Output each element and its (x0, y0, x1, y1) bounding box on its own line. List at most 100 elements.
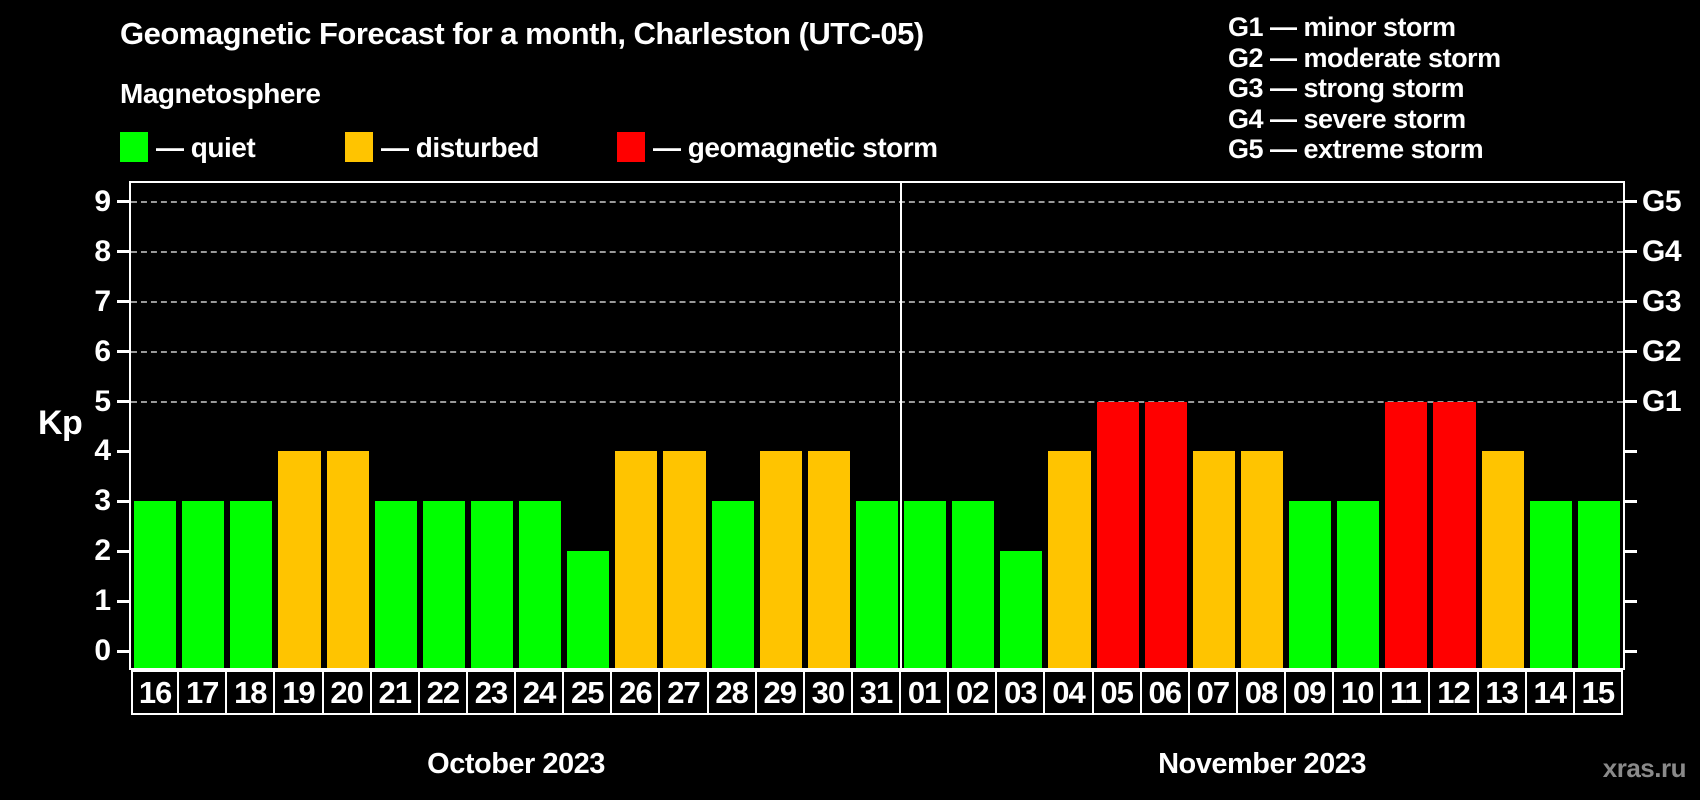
y-tick-label: 9 (94, 184, 111, 218)
kp-bar-day-20 (326, 451, 369, 668)
kp-bar-day-24 (519, 501, 562, 668)
y-tick-label: 6 (94, 334, 111, 368)
y-tick-label: 3 (94, 484, 111, 518)
day-label-31: 31 (850, 670, 902, 715)
y-tick (117, 300, 131, 304)
y-tick-label: 5 (94, 384, 111, 418)
kp-bar-day-30 (807, 451, 850, 668)
g-tick (1623, 499, 1637, 503)
day-label-28: 28 (706, 670, 757, 715)
y-tick-label: 4 (94, 434, 111, 468)
g-tick (1623, 400, 1637, 403)
kp-bar-day-10 (1337, 501, 1380, 668)
disturbed-swatch-icon (345, 132, 373, 162)
kp-bar-day-15 (1577, 501, 1620, 668)
g-legend-line: G5 — extreme storm (1228, 134, 1484, 164)
day-label-12: 12 (1428, 670, 1479, 715)
day-label-16: 16 (131, 670, 180, 715)
day-label-21: 21 (369, 670, 420, 715)
day-label-06: 06 (1139, 670, 1190, 715)
g-legend-line: G2 — moderate storm (1228, 42, 1501, 73)
kp-bar-day-23 (470, 501, 514, 668)
day-label-27: 27 (658, 670, 709, 715)
day-label-17: 17 (177, 670, 228, 715)
y-tick (117, 350, 131, 354)
kp-bar-day-29 (759, 451, 802, 668)
day-label-05: 05 (1091, 670, 1142, 715)
g-tick (1623, 350, 1637, 354)
g-tick (1623, 649, 1637, 653)
legend-label: — geomagnetic storm (653, 132, 938, 163)
watermark: xras.ru (1602, 753, 1687, 783)
day-label-30: 30 (802, 670, 853, 715)
day-label-20: 20 (321, 670, 372, 715)
g-tick (1623, 250, 1637, 254)
kp-bar-day-05 (1096, 401, 1139, 668)
grid-line-kp5 (131, 400, 1623, 403)
g-axis-label-G2: G2 (1642, 334, 1682, 368)
g-tick (1623, 200, 1637, 204)
kp-bar-day-09 (1289, 501, 1332, 668)
g-tick (1623, 549, 1637, 553)
y-tick (117, 250, 131, 254)
g-axis-label-G4: G4 (1642, 234, 1682, 268)
kp-bar-day-11 (1385, 401, 1428, 668)
kp-bar-day-22 (422, 501, 465, 668)
y-tick (117, 649, 131, 653)
kp-bar-day-18 (230, 501, 273, 668)
day-label-10: 10 (1332, 670, 1383, 715)
month-label: October 2023 (427, 748, 605, 780)
kp-bar-day-28 (711, 501, 754, 668)
month-label: November 2023 (1158, 748, 1366, 780)
day-label-02: 02 (947, 670, 998, 715)
kp-bar-day-19 (278, 451, 321, 668)
kp-bar-day-21 (374, 501, 417, 668)
day-label-13: 13 (1476, 670, 1527, 715)
plot-area (129, 181, 1625, 670)
day-label-09: 09 (1284, 670, 1335, 715)
day-label-24: 24 (514, 670, 565, 715)
legend-label: — quiet (156, 132, 256, 163)
kp-bar-day-16 (134, 501, 177, 668)
legend-label: — disturbed (381, 132, 539, 163)
g-scale-legend: G1 — minor storm G2 — moderate storm G3 … (1228, 12, 1501, 165)
day-label-04: 04 (1043, 670, 1094, 715)
g-legend-line: G3 — strong storm (1228, 73, 1465, 103)
day-label-01: 01 (899, 670, 950, 715)
storm-swatch-icon (617, 132, 645, 162)
day-label-14: 14 (1524, 670, 1575, 715)
day-label-29: 29 (754, 670, 805, 715)
day-label-15: 15 (1572, 670, 1623, 715)
y-tick (117, 449, 131, 453)
kp-bar-day-17 (182, 501, 225, 668)
y-tick-label: 1 (94, 584, 111, 618)
y-tick (117, 400, 131, 403)
kp-bar-day-06 (1144, 401, 1187, 668)
chart-title: Geomagnetic Forecast for a month, Charle… (120, 16, 924, 51)
kp-bar-day-08 (1240, 451, 1284, 668)
g-axis-label-G5: G5 (1642, 184, 1682, 218)
g-tick (1623, 300, 1637, 304)
y-tick (117, 499, 131, 503)
g-legend-line: G4 — severe storm (1228, 103, 1466, 134)
day-label-26: 26 (610, 670, 661, 715)
y-tick-label: 7 (94, 284, 111, 318)
y-axis-title: Kp (38, 404, 83, 443)
grid-line-kp7 (131, 300, 1623, 303)
g-tick (1623, 449, 1637, 453)
legend-title: Magnetosphere (120, 78, 321, 109)
kp-bar-day-03 (1000, 551, 1043, 668)
kp-bar-day-04 (1048, 451, 1091, 668)
day-label-23: 23 (465, 670, 517, 715)
kp-bar-day-02 (952, 501, 995, 668)
day-label-22: 22 (417, 670, 468, 715)
kp-bar-day-07 (1192, 451, 1235, 668)
kp-bar-day-26 (615, 451, 658, 668)
kp-bar-day-25 (567, 551, 610, 668)
grid-line-kp8 (131, 250, 1623, 253)
month-separator-line (900, 183, 903, 668)
day-label-03: 03 (995, 670, 1046, 715)
y-tick-label: 2 (94, 534, 111, 568)
grid-line-kp6 (131, 350, 1623, 353)
